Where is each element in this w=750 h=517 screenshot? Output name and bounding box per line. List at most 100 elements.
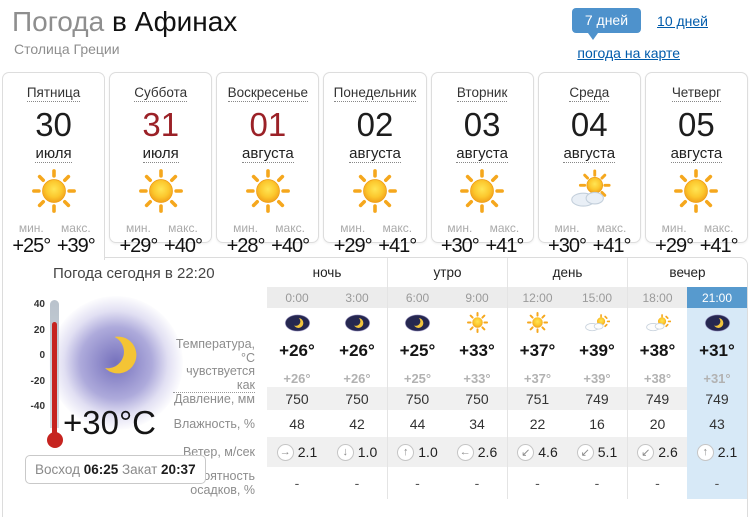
row-label: Температура, °C (175, 337, 255, 365)
sun-icon (432, 168, 533, 220)
thermometer-tube (46, 300, 63, 448)
precip-cell: - (687, 467, 747, 499)
sun-icon (447, 308, 507, 337)
time-cell[interactable]: 15:00 (567, 287, 627, 308)
day-name[interactable]: Понедельник (333, 85, 417, 102)
day-month[interactable]: июля (142, 145, 179, 163)
min-label: мин. (340, 221, 366, 235)
period-header: утро (387, 258, 507, 287)
range-tab-10days[interactable]: 10 дней (657, 12, 708, 29)
wind-direction-icon: ↙ (576, 443, 594, 461)
pressure-cell: 749 (687, 387, 747, 410)
day-card[interactable]: Четверг 05 августа мин. макс. +29° +41° (644, 72, 748, 257)
precip-cell: - (474, 475, 480, 491)
pressure-cell: 750 (267, 387, 327, 410)
day-month[interactable]: августа (563, 145, 616, 163)
wind-cell: ← 2.6 (447, 437, 507, 467)
day-name[interactable]: Среда (569, 85, 610, 102)
thermo-scale-label: 0 (39, 350, 45, 361)
wind-direction-icon: ↙ (637, 443, 655, 461)
day-name[interactable]: Четверг (671, 85, 722, 102)
day-month[interactable]: августа (456, 145, 508, 163)
day-card[interactable]: Среда 04 августа мин. макс. +30° +41° (537, 72, 641, 257)
min-label: мин. (554, 221, 580, 235)
day-card[interactable]: Вторник 03 августа мин. макс. +30° +41° (430, 72, 534, 257)
pressure-cell: 749 (567, 387, 627, 410)
min-label: мин. (125, 221, 151, 235)
day-date: 30 (35, 106, 72, 143)
wind-cell: ↙ 5.1 (567, 437, 627, 467)
wind-cell: ↑ 1.0 (387, 437, 447, 467)
humidity-cell: 16 (589, 415, 605, 432)
wind-cell: → 2.1 (267, 437, 327, 467)
day-name[interactable]: Воскресенье (227, 85, 309, 102)
time-cell[interactable]: 0:00 (267, 287, 327, 308)
thermo-scale-label: -20 (30, 375, 45, 387)
precip-row: Вероятность осадков, % - - - - - - - - (173, 467, 747, 499)
temperature-cell: +31° (687, 337, 747, 365)
day-card[interactable]: Понедельник 02 августа мин. макс. +29° +… (323, 72, 427, 257)
precip-cell: - (294, 475, 300, 491)
page-subtitle: Столица Греции (14, 41, 120, 57)
time-cell[interactable]: 12:00 (507, 287, 567, 308)
precip-cell: - (387, 467, 447, 499)
min-temp: +29° (333, 235, 373, 257)
min-temp: +30° (548, 235, 587, 257)
row-label-feels[interactable]: чувствуется как (173, 364, 255, 393)
max-temp: +39° (56, 235, 96, 257)
wind-speed: 2.6 (658, 444, 678, 460)
time-cell[interactable]: 9:00 (447, 287, 507, 308)
min-label: мин. (447, 221, 473, 235)
temperature-cell: +37° (507, 337, 567, 365)
wind-speed: 2.1 (297, 444, 318, 460)
max-temp: +41° (699, 235, 739, 257)
today-title: Погода сегодня в 22:20 (53, 265, 215, 282)
feels-cell: +33° (463, 371, 491, 386)
time-cell[interactable]: 18:00 (627, 287, 687, 308)
time-cell[interactable]: 3:00 (327, 287, 387, 308)
wind-speed: 1.0 (418, 444, 438, 460)
min-temp: +29° (655, 235, 694, 257)
wind-direction-icon: ← (456, 443, 474, 461)
sun-cloud-icon (567, 308, 627, 337)
sun-cloud-icon (539, 168, 640, 220)
time-cell[interactable]: 6:00 (387, 287, 447, 308)
day-date: 01 (249, 106, 287, 143)
feels-like-row: чувствуется как +26° +26° +25° +33° +37°… (173, 364, 747, 393)
day-name[interactable]: Пятница (26, 85, 81, 102)
row-label: Влажность, % (173, 416, 255, 431)
day-card[interactable]: Воскресенье 01 августа мин. макс. +28° +… (216, 72, 320, 257)
page-header: Погода в Афинах Столица Греции (12, 6, 237, 57)
sun-icon (217, 168, 318, 220)
thermo-scale-label: 20 (33, 324, 45, 336)
moon-icon (687, 308, 747, 337)
map-link[interactable]: погода на карте (577, 45, 680, 61)
day-month[interactable]: августа (670, 145, 723, 163)
precip-cell: - (507, 467, 567, 499)
range-tab-7days[interactable]: 7 дней (571, 8, 642, 40)
pressure-cell: 749 (627, 387, 687, 410)
time-cell-selected[interactable]: 21:00 (687, 287, 747, 308)
wind-direction-icon: ↑ (696, 443, 714, 461)
day-card[interactable]: Суббота 31 июля мин. макс. +29° +40° (109, 72, 213, 257)
wind-speed: 2.6 (477, 444, 498, 460)
feels-cell: +38° (627, 364, 687, 393)
min-label: мин. (18, 221, 44, 235)
thermometer: 40 20 0 -20 -40 (23, 298, 63, 448)
day-month[interactable]: августа (349, 145, 401, 163)
day-month[interactable]: августа (242, 145, 294, 163)
min-label: мин. (661, 221, 687, 235)
day-card[interactable]: Пятница 30 июля мин. макс. +25° +39° (2, 72, 106, 260)
day-month[interactable]: июля (35, 145, 72, 163)
day-name[interactable]: Суббота (134, 85, 188, 102)
feels-cell: +37° (507, 364, 567, 393)
max-label: макс. (382, 221, 413, 235)
pressure-cell: 750 (327, 387, 387, 410)
sunset-label: Закат (122, 462, 158, 477)
pressure-cell: 751 (507, 387, 567, 410)
temperature-cell: +26° (339, 341, 375, 360)
precip-cell: - (354, 475, 360, 491)
max-temp: +40° (164, 235, 203, 257)
humidity-cell: 20 (627, 410, 687, 437)
day-name[interactable]: Вторник (456, 85, 508, 102)
